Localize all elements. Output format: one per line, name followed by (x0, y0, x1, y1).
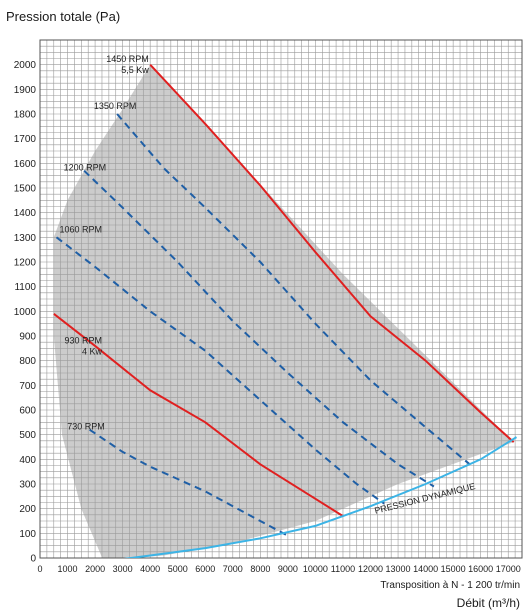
y-tick-label: 1300 (14, 233, 37, 244)
curve-sublabel: 4 Kw (82, 346, 103, 356)
y-tick-label: 700 (19, 381, 36, 392)
y-tick-label: 900 (19, 332, 36, 343)
y-tick-label: 500 (19, 430, 36, 441)
x-tick-label: 10000 (303, 564, 328, 574)
curve-line (55, 236, 385, 505)
x-tick-label: 8000 (250, 564, 270, 574)
chart-title: Pression totale (Pa) (6, 9, 121, 24)
curve-label: 1350 RPM (94, 101, 137, 111)
x-tick-label: 3000 (113, 564, 133, 574)
x-tick-label: 6000 (195, 564, 215, 574)
curve-line (53, 313, 344, 517)
y-tick-label: 0 (30, 554, 36, 565)
x-axis-label: Débit (m³/h) (456, 596, 520, 610)
x-tick-label: 7000 (223, 564, 243, 574)
x-tick-label: 1000 (58, 564, 78, 574)
curve-line (89, 428, 289, 537)
x-tick-label: 11000 (331, 564, 355, 574)
x-axis-note: Transposition à N - 1 200 tr/min (380, 580, 520, 591)
y-tick-label: 1600 (14, 159, 37, 170)
y-tick-label: 600 (19, 406, 36, 417)
curve-label: 1060 RPM (59, 224, 102, 234)
y-tick-label: 300 (19, 480, 36, 491)
y-tick-label: 1900 (14, 85, 37, 96)
curve-label: 730 RPM (67, 422, 105, 432)
y-tick-label: 1500 (14, 184, 37, 195)
y-tick-label: 2000 (14, 60, 37, 71)
x-tick-label: 16000 (468, 564, 493, 574)
x-tick-label: 15000 (441, 564, 466, 574)
x-tick-label: 9000 (278, 564, 298, 574)
curve-line (83, 169, 435, 488)
x-tick-label: 17000 (496, 564, 521, 574)
y-tick-label: 1800 (14, 110, 37, 121)
x-tick-label: 4000 (140, 564, 160, 574)
curve-line (123, 436, 518, 558)
y-tick-label: 1000 (14, 307, 37, 318)
curve-line (149, 64, 515, 443)
x-tick-label: 14000 (413, 564, 438, 574)
plot-frame (39, 39, 523, 559)
x-tick-label: 2000 (85, 564, 105, 574)
y-tick-label: 200 (19, 504, 36, 515)
curve-label: 1200 RPM (64, 163, 107, 173)
x-tick-label: 0 (37, 564, 42, 574)
y-tick-label: 1200 (14, 258, 37, 269)
y-tick-label: 100 (19, 529, 36, 540)
y-tick-label: 1400 (14, 208, 37, 219)
curve-label: 930 RPM (64, 335, 102, 345)
x-tick-label: 5000 (168, 564, 188, 574)
y-tick-label: 1700 (14, 134, 37, 145)
y-tick-label: 400 (19, 455, 36, 466)
curve-label: 1450 RPM (106, 54, 149, 64)
curve-sublabel: 5,5 Kw (121, 65, 149, 75)
y-tick-label: 1100 (14, 282, 36, 293)
x-tick-label: 13000 (386, 564, 411, 574)
x-tick-label: 12000 (358, 564, 383, 574)
y-tick-label: 800 (19, 356, 36, 367)
